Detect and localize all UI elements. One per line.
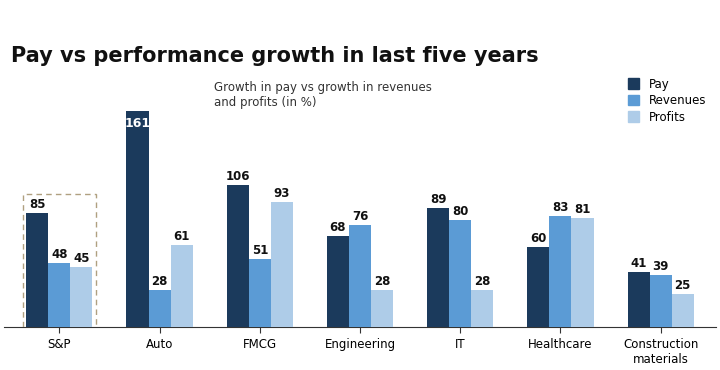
Text: 76: 76 [352,210,368,223]
Bar [148,290,171,327]
Bar [227,185,248,327]
Bar [472,290,493,327]
Bar [171,245,193,327]
Bar [71,267,92,327]
Text: 48: 48 [51,248,68,261]
Text: 83: 83 [552,201,569,213]
Text: 28: 28 [374,275,390,288]
Bar [26,213,48,327]
Text: Pay vs performance growth in last five years: Pay vs performance growth in last five y… [12,46,539,66]
Bar [327,236,349,327]
Bar [349,225,371,327]
Text: 89: 89 [430,192,446,205]
Bar [449,220,472,327]
Text: 28: 28 [474,275,490,288]
Bar [127,111,148,327]
Text: 45: 45 [73,252,89,265]
Text: Growth in pay vs growth in revenues
and profits (in %): Growth in pay vs growth in revenues and … [214,81,432,109]
Bar [649,275,672,327]
Text: 106: 106 [225,169,250,183]
Text: 68: 68 [330,221,346,234]
Text: 161: 161 [125,117,150,130]
Text: 80: 80 [452,205,469,218]
Text: 51: 51 [251,244,268,257]
Bar [527,246,549,327]
Bar [572,218,593,327]
Text: 81: 81 [575,203,590,216]
Bar [427,208,449,327]
Text: 85: 85 [29,198,45,211]
Text: 39: 39 [652,260,669,273]
Bar [672,294,694,327]
Text: 41: 41 [631,257,647,270]
Text: 61: 61 [174,230,190,243]
Bar [549,216,572,327]
Bar [271,202,293,327]
Bar [371,290,393,327]
Legend: Pay, Revenues, Profits: Pay, Revenues, Profits [624,74,710,127]
Text: 28: 28 [151,275,168,288]
Text: 60: 60 [530,232,546,245]
Bar [248,259,271,327]
Bar [48,263,71,327]
Text: 25: 25 [675,279,691,292]
Text: 93: 93 [274,187,290,200]
Bar [628,272,649,327]
